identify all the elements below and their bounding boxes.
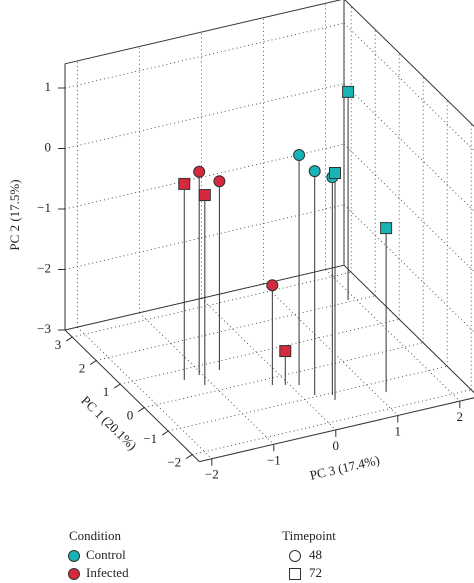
y-tick-label: −1	[37, 200, 51, 215]
x-tick-label: 0	[127, 408, 134, 423]
legend-marker	[289, 550, 301, 562]
y-axis-label: PC 2 (17.5%)	[7, 179, 22, 250]
legend-marker	[68, 550, 80, 562]
box-layer	[64, 0, 474, 463]
x-tick-label: 1	[103, 384, 110, 399]
x-tick	[113, 383, 121, 389]
x-tick	[65, 336, 73, 342]
x-tick	[185, 454, 193, 459]
box-edge	[199, 397, 474, 463]
tick-layer: −3 −2 −1 0 1 −2 −1 0 1 2 3 −2 −1 0 1 2	[37, 79, 463, 482]
grid-line	[343, 143, 474, 273]
x-axis-label: PC 1 (20.1%)	[78, 393, 140, 453]
point	[279, 345, 292, 358]
grid-line	[120, 318, 400, 385]
z-tick-label: −2	[205, 467, 219, 482]
legend-label: 48	[309, 547, 322, 562]
x-tick-label: −1	[143, 431, 157, 446]
point	[266, 279, 279, 292]
x-tick-label: 3	[55, 337, 62, 352]
grid-line	[139, 312, 275, 445]
box-edge	[64, 329, 200, 462]
y-tick-label: 1	[45, 79, 52, 94]
legend-marker	[68, 568, 80, 580]
grid-line	[343, 83, 474, 212]
point	[380, 222, 393, 235]
grid-line	[96, 295, 376, 361]
y-tick-label: −2	[37, 260, 51, 275]
mark-layer	[178, 85, 393, 400]
box-edge	[64, 0, 342, 65]
x-tick	[161, 430, 169, 436]
z-tick-label: 1	[395, 424, 402, 439]
grid-line	[72, 271, 352, 338]
x-tick	[89, 360, 97, 365]
legend-title: Condition	[69, 528, 122, 543]
point	[198, 189, 211, 202]
grid-line	[343, 204, 474, 333]
point	[178, 177, 191, 190]
z-tick-label: −1	[267, 452, 281, 467]
point	[193, 165, 206, 178]
grid-line	[168, 365, 448, 432]
box-edge	[343, 264, 474, 394]
legend-label: Control	[86, 547, 126, 562]
z-tick-label: 2	[457, 409, 464, 424]
x-tick-label: −2	[167, 455, 181, 470]
grid-line	[77, 326, 213, 460]
legend-label: Infected	[86, 565, 129, 580]
point	[308, 165, 321, 178]
y-tick-label: −3	[37, 321, 51, 336]
x-tick-label: 2	[79, 361, 86, 376]
grid-line	[325, 269, 461, 402]
point	[329, 166, 342, 179]
x-tick	[137, 407, 145, 412]
point	[213, 175, 226, 188]
legend-label: 72	[309, 565, 322, 580]
grid-line	[201, 297, 337, 431]
grid-line	[343, 22, 474, 152]
legend-marker	[289, 568, 301, 580]
point	[342, 85, 355, 98]
legend: Condition Timepoint Control Infected 48 72	[68, 528, 336, 580]
z-axis-label: PC 3 (17.4%)	[308, 452, 381, 483]
grid-line	[263, 283, 399, 416]
box-edge	[344, 0, 474, 127]
grid-line	[64, 83, 345, 149]
grid-line	[64, 22, 345, 89]
point	[293, 149, 306, 162]
legend-title: Timepoint	[282, 528, 336, 543]
y-tick-label: 0	[45, 139, 52, 154]
z-tick-label: 0	[333, 438, 340, 453]
